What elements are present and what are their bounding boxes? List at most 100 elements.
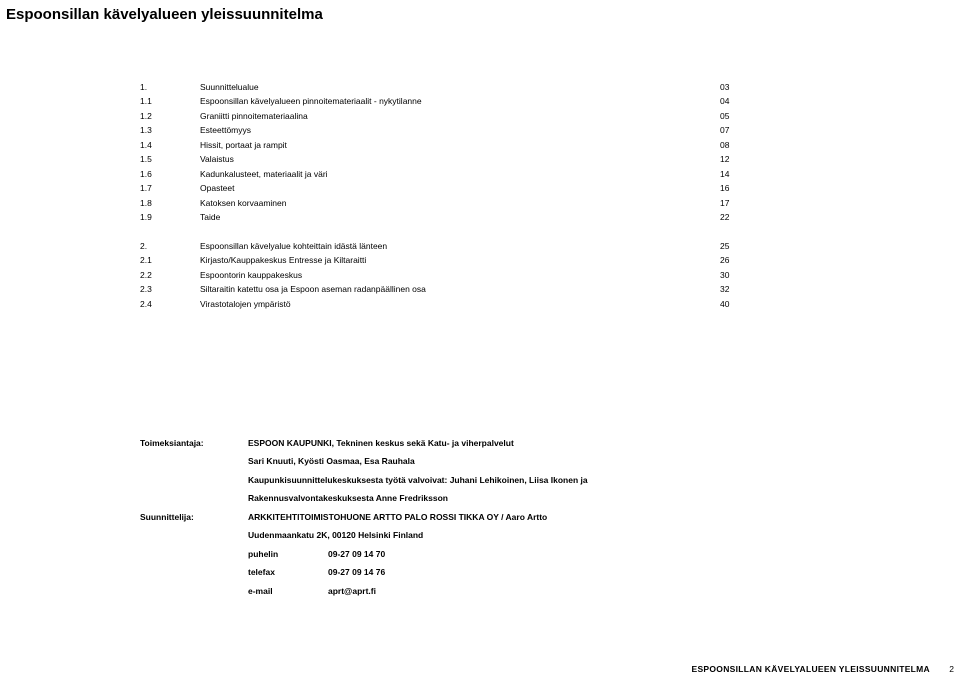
credit-client-line2: Sari Knuuti, Kyösti Oasmaa, Esa Rauhala [248, 456, 588, 467]
toc-num: 2.4 [140, 299, 200, 310]
credit-designer-line1: ARKKITEHTITOIMISTOHUONE ARTTO PALO ROSSI… [248, 512, 588, 523]
toc-label: Hissit, portaat ja rampit [200, 140, 720, 151]
credit-role-empty [140, 530, 248, 541]
credit-role-empty [140, 567, 248, 578]
page-title: Espoonsillan kävelyalueen yleissuunnitel… [6, 6, 323, 23]
phone-label: puhelin [248, 549, 328, 560]
toc-row: 1.1Espoonsillan kävelyalueen pinnoitemat… [140, 96, 760, 107]
toc-num: 1.5 [140, 154, 200, 165]
credit-row: Rakennusvalvontakeskuksesta Anne Fredrik… [140, 493, 588, 504]
toc-num: 1. [140, 82, 200, 93]
credit-row: Kaupunkisuunnittelukeskuksesta työtä val… [140, 475, 588, 486]
toc-page: 07 [720, 125, 760, 136]
toc-page: 04 [720, 96, 760, 107]
toc-row: 2.Espoonsillan kävelyalue kohteittain id… [140, 241, 760, 252]
toc-num: 1.6 [140, 169, 200, 180]
toc-label: Suunnittelualue [200, 82, 720, 93]
credits-block: Toimeksiantaja: ESPOON KAUPUNKI, Teknine… [140, 438, 588, 604]
toc-label: Virastotalojen ympäristö [200, 299, 720, 310]
credit-client-line1: ESPOON KAUPUNKI, Tekninen keskus sekä Ka… [248, 438, 588, 449]
email-label: e-mail [248, 586, 328, 597]
toc-row: 1.8Katoksen korvaaminen17 [140, 198, 760, 209]
toc-page: 26 [720, 255, 760, 266]
page: Espoonsillan kävelyalueen yleissuunnitel… [0, 0, 960, 684]
toc-label: Graniitti pinnoitemateriaalina [200, 111, 720, 122]
toc-page: 17 [720, 198, 760, 209]
toc-num: 2.1 [140, 255, 200, 266]
fax-label: telefax [248, 567, 328, 578]
credit-row: Sari Knuuti, Kyösti Oasmaa, Esa Rauhala [140, 456, 588, 467]
toc-row: 1.3Esteettömyys07 [140, 125, 760, 136]
contact-row-fax: telefax 09-27 09 14 76 [140, 567, 588, 578]
contact-text: puhelin 09-27 09 14 70 [248, 549, 588, 560]
toc-page: 08 [720, 140, 760, 151]
page-number: 2 [949, 664, 954, 674]
toc-row: 1.Suunnittelualue03 [140, 82, 760, 93]
toc-num: 2.3 [140, 284, 200, 295]
toc-page: 05 [720, 111, 760, 122]
toc-row: 2.2Espoontorin kauppakeskus30 [140, 270, 760, 281]
contact-row-phone: puhelin 09-27 09 14 70 [140, 549, 588, 560]
toc-label: Kadunkalusteet, materiaalit ja väri [200, 169, 720, 180]
toc-num: 1.8 [140, 198, 200, 209]
toc-label: Opasteet [200, 183, 720, 194]
toc-row: 2.4Virastotalojen ympäristö40 [140, 299, 760, 310]
toc-num: 1.4 [140, 140, 200, 151]
toc-label: Esteettömyys [200, 125, 720, 136]
phone-value: 09-27 09 14 70 [328, 549, 385, 560]
toc-page: 22 [720, 212, 760, 223]
footer-text: ESPOONSILLAN KÄVELYALUEEN YLEISSUUNNITEL… [691, 664, 930, 674]
toc-label: Katoksen korvaaminen [200, 198, 720, 209]
fax-value: 09-27 09 14 76 [328, 567, 385, 578]
toc-num: 2. [140, 241, 200, 252]
credit-row: Uudenmaankatu 2K, 00120 Helsinki Finland [140, 530, 588, 541]
credit-client-line3: Kaupunkisuunnittelukeskuksesta työtä val… [248, 475, 588, 486]
credit-role-designer: Suunnittelija: [140, 512, 248, 523]
toc-page: 12 [720, 154, 760, 165]
credit-row-client: Toimeksiantaja: ESPOON KAUPUNKI, Teknine… [140, 438, 588, 449]
contact-row-email: e-mail aprt@aprt.fi [140, 586, 588, 597]
toc-num: 1.1 [140, 96, 200, 107]
toc-page: 25 [720, 241, 760, 252]
toc-label: Kirjasto/Kauppakeskus Entresse ja Kiltar… [200, 255, 720, 266]
credit-role-empty [140, 586, 248, 597]
table-of-contents: 1.Suunnittelualue031.1Espoonsillan kävel… [140, 82, 760, 313]
toc-section-2: 2.Espoonsillan kävelyalue kohteittain id… [140, 241, 760, 310]
contact-text: e-mail aprt@aprt.fi [248, 586, 588, 597]
toc-page: 16 [720, 183, 760, 194]
toc-page: 03 [720, 82, 760, 93]
toc-row: 1.2Graniitti pinnoitemateriaalina05 [140, 111, 760, 122]
toc-page: 30 [720, 270, 760, 281]
credit-role-empty [140, 456, 248, 467]
toc-num: 1.9 [140, 212, 200, 223]
toc-row: 1.6Kadunkalusteet, materiaalit ja väri14 [140, 169, 760, 180]
toc-row: 1.9Taide22 [140, 212, 760, 223]
toc-row: 2.3Siltaraitin katettu osa ja Espoon ase… [140, 284, 760, 295]
toc-row: 2.1Kirjasto/Kauppakeskus Entresse ja Kil… [140, 255, 760, 266]
toc-label: Espoonsillan kävelyalue kohteittain idäs… [200, 241, 720, 252]
toc-gap [140, 227, 760, 241]
toc-section-1: 1.Suunnittelualue03 1.1Espoonsillan kävel… [140, 82, 760, 224]
credit-designer-line2: Uudenmaankatu 2K, 00120 Helsinki Finland [248, 530, 588, 541]
toc-page: 40 [720, 299, 760, 310]
toc-num: 1.3 [140, 125, 200, 136]
toc-row: 1.7Opasteet16 [140, 183, 760, 194]
toc-row: 1.5Valaistus12 [140, 154, 760, 165]
toc-num: 1.7 [140, 183, 200, 194]
toc-label: Espoontorin kauppakeskus [200, 270, 720, 281]
credit-client-line4: Rakennusvalvontakeskuksesta Anne Fredrik… [248, 493, 588, 504]
toc-page: 14 [720, 169, 760, 180]
toc-num: 2.2 [140, 270, 200, 281]
email-value: aprt@aprt.fi [328, 586, 376, 597]
contact-text: telefax 09-27 09 14 76 [248, 567, 588, 578]
toc-num: 1.2 [140, 111, 200, 122]
credit-role-empty [140, 475, 248, 486]
credit-row-designer: Suunnittelija: ARKKITEHTITOIMISTOHUONE A… [140, 512, 588, 523]
toc-page: 32 [720, 284, 760, 295]
credit-role-empty [140, 493, 248, 504]
toc-label: Valaistus [200, 154, 720, 165]
toc-label: Espoonsillan kävelyalueen pinnoitemateri… [200, 96, 720, 107]
credit-role-empty [140, 549, 248, 560]
credit-role-client: Toimeksiantaja: [140, 438, 248, 449]
toc-row: 1.4Hissit, portaat ja rampit08 [140, 140, 760, 151]
